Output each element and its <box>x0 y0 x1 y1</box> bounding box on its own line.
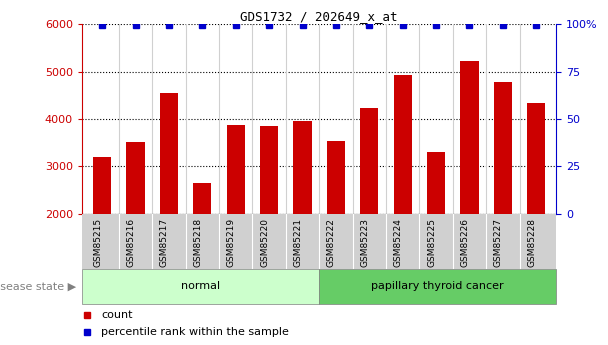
Bar <box>427 152 445 309</box>
Text: GSM85226: GSM85226 <box>460 218 469 267</box>
Text: GSM85220: GSM85220 <box>260 218 269 267</box>
Text: GSM85221: GSM85221 <box>294 218 303 267</box>
Bar <box>460 61 478 309</box>
Text: GSM85222: GSM85222 <box>327 218 336 267</box>
Text: GSM85217: GSM85217 <box>160 218 169 267</box>
Text: percentile rank within the sample: percentile rank within the sample <box>101 327 289 337</box>
Bar <box>527 103 545 309</box>
Text: GSM85225: GSM85225 <box>427 218 436 267</box>
Bar <box>360 108 378 309</box>
Text: count: count <box>101 310 133 320</box>
Bar <box>82 269 319 304</box>
Bar <box>494 81 512 309</box>
Bar <box>126 142 145 309</box>
Bar <box>260 126 278 309</box>
Text: GSM85215: GSM85215 <box>93 218 102 267</box>
Text: GSM85223: GSM85223 <box>361 218 369 267</box>
Bar <box>393 75 412 309</box>
Bar <box>326 141 345 309</box>
Title: GDS1732 / 202649_x_at: GDS1732 / 202649_x_at <box>240 10 398 23</box>
Bar <box>319 269 556 304</box>
Bar <box>193 183 212 309</box>
Text: GSM85224: GSM85224 <box>394 218 402 267</box>
Bar <box>227 125 245 309</box>
Text: disease state ▶: disease state ▶ <box>0 282 76 291</box>
Text: GSM85216: GSM85216 <box>126 218 136 267</box>
Text: GSM85227: GSM85227 <box>494 218 503 267</box>
Bar <box>160 93 178 309</box>
Bar <box>93 157 111 309</box>
Text: GSM85218: GSM85218 <box>193 218 202 267</box>
Text: GSM85228: GSM85228 <box>527 218 536 267</box>
Bar <box>293 121 312 309</box>
Text: normal: normal <box>181 282 220 291</box>
Text: papillary thyroid cancer: papillary thyroid cancer <box>371 282 504 291</box>
Text: GSM85219: GSM85219 <box>227 218 236 267</box>
